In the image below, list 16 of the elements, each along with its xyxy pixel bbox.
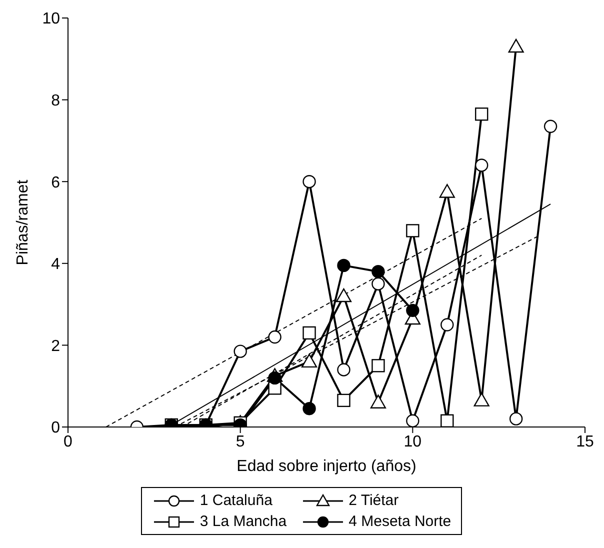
y-tick-label: 0: [51, 420, 60, 437]
y-tick-label: 10: [42, 10, 60, 28]
y-tick-label: 2: [51, 338, 60, 355]
x-tick-label: 15: [576, 433, 594, 450]
x-tick-label: 10: [404, 433, 422, 450]
x-axis-title: Edad sobre injerto (años): [236, 458, 416, 475]
legend-label: 3 La Mancha: [200, 513, 287, 530]
y-tick-label: 8: [51, 92, 60, 110]
legend-label: 2 Tiétar: [348, 492, 399, 509]
x-tick-label: 5: [236, 433, 245, 450]
x-tick-label: 0: [64, 433, 73, 450]
y-tick-label: 6: [51, 174, 60, 192]
legend-label: 4 Meseta Norte: [348, 513, 452, 530]
y-axis-title: Piñas/ramet: [14, 179, 32, 266]
legend-label: 1 Cataluña: [200, 492, 272, 509]
y-tick-label: 4: [51, 256, 60, 274]
